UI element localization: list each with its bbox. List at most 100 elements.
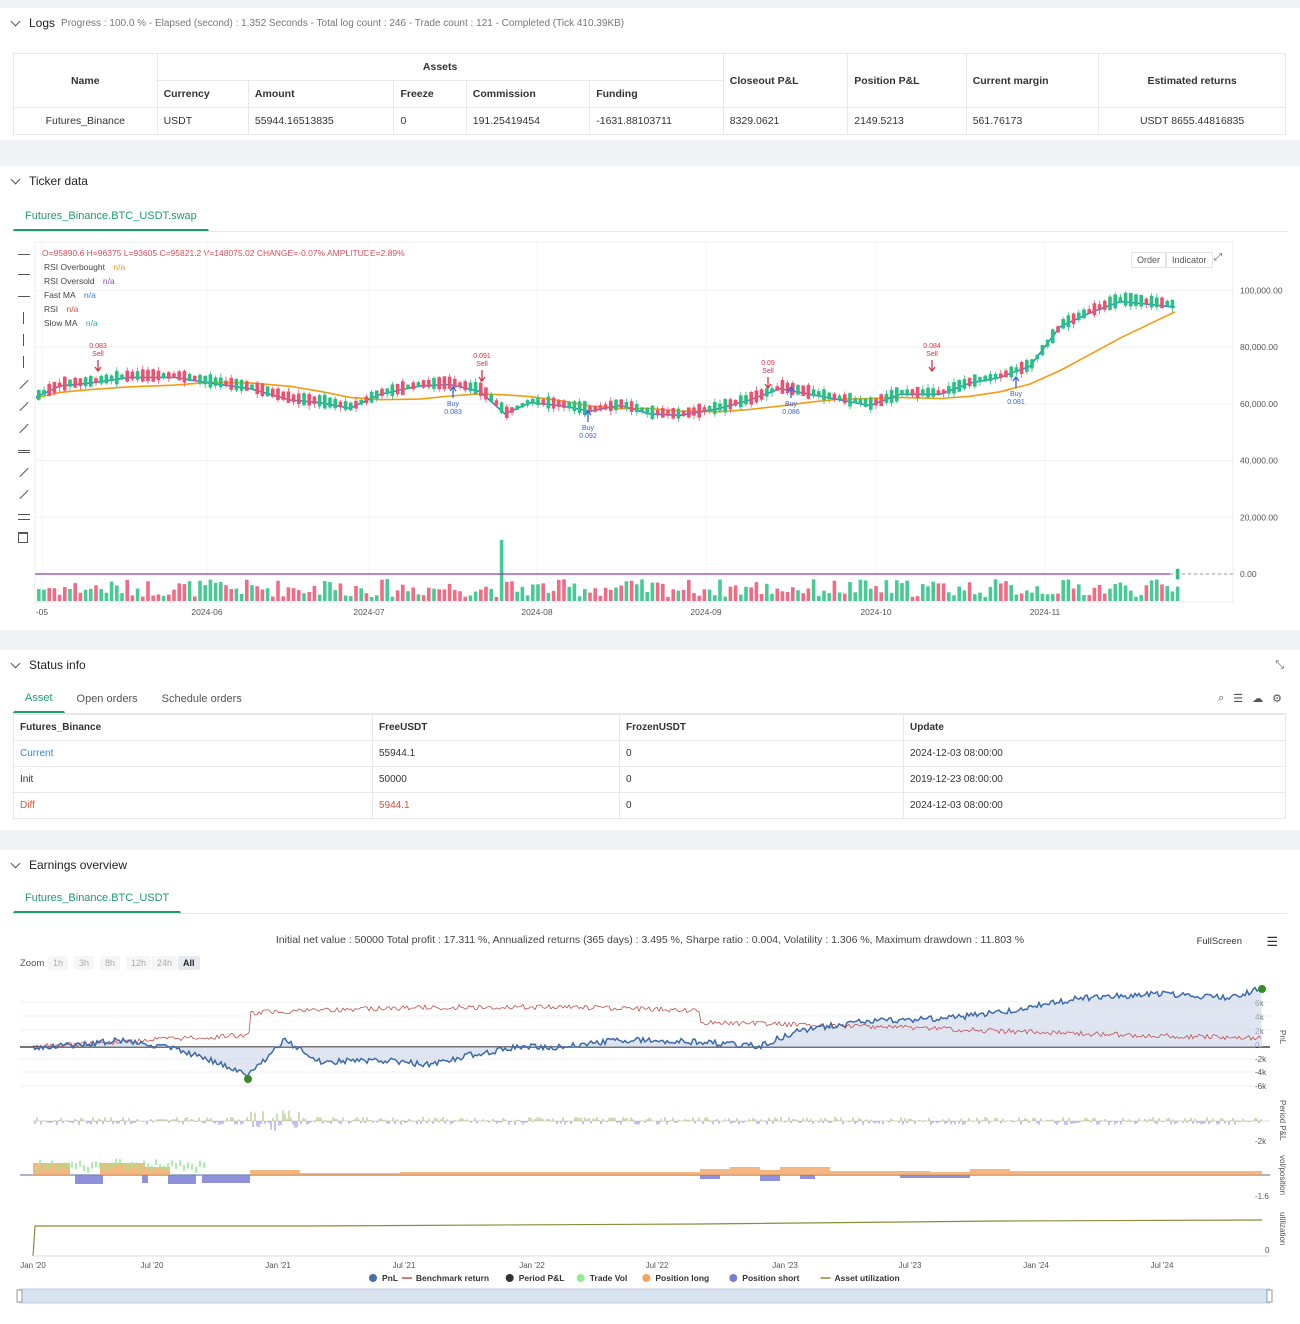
candle bbox=[973, 374, 977, 387]
tab-schedule-orders[interactable]: Schedule orders bbox=[161, 692, 242, 705]
candle bbox=[479, 382, 483, 397]
volume-bar bbox=[427, 587, 431, 601]
trade-vol-bar bbox=[39, 1160, 41, 1167]
candle bbox=[135, 371, 140, 380]
volume-bar bbox=[593, 588, 597, 601]
candle bbox=[879, 394, 883, 407]
plot-frame bbox=[34, 241, 1234, 603]
candle bbox=[718, 403, 722, 411]
volume-bar bbox=[785, 591, 790, 601]
cell-margin: 561.76173 bbox=[965, 107, 1100, 135]
candle bbox=[52, 381, 57, 393]
candle bbox=[619, 399, 623, 409]
horizontal-line-tool-icon[interactable] bbox=[18, 274, 30, 275]
earnings-header[interactable]: Earnings overview bbox=[0, 850, 1300, 880]
table-row: Diff 5944.1 0 2024-12-03 08:00:00 bbox=[13, 792, 1286, 819]
candle bbox=[1077, 312, 1081, 321]
position-long-bar bbox=[760, 1170, 780, 1175]
candle bbox=[874, 398, 878, 406]
candle bbox=[1061, 318, 1065, 329]
logs-header[interactable]: Logs Progress : 100.0 % - Elapsed (secon… bbox=[0, 8, 1300, 38]
y-tick-label: 0.00 bbox=[1240, 569, 1257, 579]
arrow-up-icon bbox=[787, 385, 795, 398]
earnings-panel: Earnings overview Futures_Binance.BTC_US… bbox=[0, 850, 1300, 1324]
zoom-3h-button[interactable]: 3h bbox=[74, 956, 95, 970]
zoom-12h-button[interactable]: 12h bbox=[126, 956, 152, 970]
volume-bar bbox=[1035, 586, 1039, 601]
x-tick-label: 2024-10 bbox=[860, 607, 891, 617]
zoom-24h-button[interactable]: 24h bbox=[152, 956, 178, 970]
candle bbox=[416, 382, 421, 388]
menu-icon[interactable]: ☰ bbox=[1266, 934, 1278, 949]
candle bbox=[1035, 354, 1039, 360]
tab-open-orders[interactable]: Open orders bbox=[76, 692, 138, 705]
list-icon[interactable]: ☰ bbox=[1233, 693, 1244, 705]
chevron-down-icon[interactable] bbox=[10, 658, 21, 668]
tab-earnings-symbol[interactable]: Futures_Binance.BTC_USDT bbox=[13, 884, 182, 913]
vertical-line-tool-icon[interactable] bbox=[23, 312, 24, 324]
trash-icon[interactable] bbox=[18, 532, 28, 543]
candle bbox=[494, 400, 499, 406]
y-tick-label: 40,000.00 bbox=[1240, 456, 1278, 466]
volume-bar bbox=[562, 579, 566, 601]
tab-ticker-symbol[interactable]: Futures_Binance.BTC_USDT.swap bbox=[13, 202, 209, 231]
expand-icon[interactable]: ⤢ bbox=[1214, 252, 1222, 263]
candle bbox=[754, 390, 759, 403]
volume-bar bbox=[354, 585, 358, 601]
x-tick-label: Jul '22 bbox=[646, 1261, 669, 1270]
trade-vol-bar bbox=[111, 1162, 113, 1169]
volume-bar bbox=[671, 589, 675, 601]
parallel-channel-tool-icon[interactable] bbox=[18, 450, 30, 453]
x-tick-label: Jan '21 bbox=[265, 1261, 291, 1270]
candle bbox=[401, 381, 405, 395]
volume-bar bbox=[520, 586, 525, 601]
arrow-up-icon bbox=[449, 385, 457, 398]
zoom-all-button[interactable]: All bbox=[178, 956, 200, 970]
zoom-8h-button[interactable]: 8h bbox=[100, 956, 121, 970]
cell-free: 50000 bbox=[372, 766, 620, 793]
candle bbox=[307, 394, 311, 406]
volume-bar bbox=[1061, 580, 1065, 601]
order-button[interactable]: Order bbox=[1131, 252, 1167, 268]
chevron-down-icon[interactable] bbox=[10, 16, 21, 26]
logs-title: Logs bbox=[29, 16, 56, 30]
trade-vol-bar bbox=[103, 1165, 105, 1172]
vertical-segment-tool-icon[interactable] bbox=[23, 334, 24, 346]
cell-funding: -1631.88103711 bbox=[589, 107, 724, 135]
tab-asset[interactable]: Asset bbox=[13, 684, 65, 713]
candle bbox=[141, 369, 145, 382]
candle bbox=[531, 398, 535, 404]
gear-icon[interactable]: ⚙ bbox=[1272, 693, 1282, 705]
legend-item: RSI Oversold n/a bbox=[44, 276, 115, 286]
fullscreen-button[interactable]: FullScreen bbox=[1196, 936, 1242, 947]
crosshair-tool-icon[interactable] bbox=[18, 254, 30, 255]
collapse-icon[interactable]: ⤡ bbox=[1275, 659, 1284, 671]
status-header[interactable]: Status info ⤡ bbox=[0, 650, 1300, 680]
price-range-tool-icon[interactable] bbox=[23, 356, 24, 368]
arrow-down-icon bbox=[764, 377, 772, 390]
cloud-upload-icon[interactable]: ☁ bbox=[1252, 693, 1264, 705]
candle bbox=[182, 370, 187, 383]
volume-bar bbox=[733, 585, 738, 601]
fib-retracement-tool-icon[interactable] bbox=[18, 514, 30, 520]
zoom-1h-button[interactable]: 1h bbox=[48, 956, 69, 970]
x-tick-label: Jan '23 bbox=[772, 1261, 798, 1270]
candle bbox=[692, 407, 696, 416]
assets-table: Name Assets Closeout P&L Position P&L Cu… bbox=[13, 53, 1286, 135]
trade-vol-bar bbox=[191, 1163, 193, 1170]
candlestick-chart[interactable]: 100,000.00 80,000.00 60,000.00 40,000.00 20,… bbox=[0, 166, 1300, 630]
candle bbox=[744, 395, 748, 405]
ticker-header[interactable]: Ticker data bbox=[0, 166, 1300, 196]
cell-frozen: 0 bbox=[619, 740, 904, 767]
legend-item: RSI Overbought n/a bbox=[44, 262, 125, 272]
ray-tool-icon[interactable] bbox=[18, 296, 30, 297]
volume-bar bbox=[359, 588, 363, 601]
candle bbox=[161, 373, 166, 378]
util-tick-label: 0 bbox=[1265, 1246, 1270, 1255]
search-icon[interactable]: ⌕ bbox=[1218, 692, 1225, 704]
indicator-button[interactable]: Indicator bbox=[1166, 252, 1213, 268]
candle bbox=[385, 388, 389, 395]
volume-bar bbox=[416, 594, 421, 601]
trade-vol-bar bbox=[163, 1165, 165, 1172]
